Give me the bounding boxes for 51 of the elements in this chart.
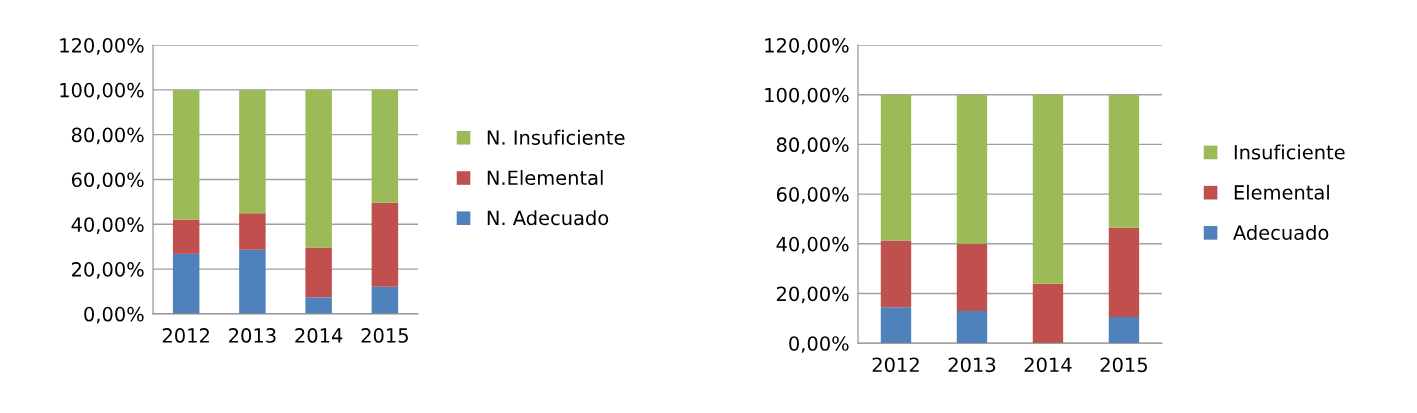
y-tick-label: 20,00%: [71, 262, 144, 279]
x-tick-label: 2012: [162, 328, 209, 343]
y-tick-label: 20,00%: [776, 286, 849, 304]
legend-label: Adecuado: [1233, 224, 1329, 240]
x-tick-label: 2014: [1024, 357, 1072, 373]
bar: [305, 89, 332, 248]
legend-label: N.Elemental: [487, 170, 603, 186]
bar: [1108, 94, 1140, 228]
bar: [239, 249, 266, 314]
y-tick-label: 60,00%: [71, 172, 144, 190]
legend-label: N. Insuficiente: [487, 129, 625, 145]
y-tick-label: 0,00%: [789, 336, 849, 353]
y-tick-label: 80,00%: [71, 127, 144, 145]
x-tick-label: 2013: [948, 357, 996, 373]
bar: [172, 253, 200, 314]
y-tick-label: 120,00%: [60, 37, 144, 55]
x-tick-label: 2015: [361, 328, 408, 343]
bar: [305, 297, 332, 314]
x-tick-label: 2013: [229, 328, 276, 343]
bar: [956, 94, 988, 244]
x-tick-label: 2014: [295, 328, 343, 343]
bar: [371, 202, 399, 287]
bar: [239, 213, 266, 250]
y-tick-label: 120,00%: [765, 37, 849, 55]
y-tick-label: 40,00%: [776, 236, 849, 254]
y-tick-label: 100,00%: [60, 82, 144, 100]
y-tick-label: 0,00%: [84, 306, 144, 324]
bar: [1032, 94, 1064, 284]
y-tick-label: 40,00%: [71, 217, 144, 234]
bar: [880, 240, 912, 308]
bar: [172, 219, 200, 254]
bar: [880, 307, 912, 344]
y-tick-label: 80,00%: [776, 137, 849, 155]
bar: [371, 89, 399, 203]
bar: [172, 89, 200, 220]
bar: [880, 94, 912, 241]
x-tick-label: 2015: [1100, 357, 1147, 373]
legend-label: Insuficiente: [1234, 144, 1345, 160]
legend-label: Elemental: [1234, 184, 1329, 200]
x-tick-label: 2012: [872, 357, 919, 373]
y-tick-label: 100,00%: [765, 87, 849, 105]
bar: [239, 89, 266, 214]
bar: [956, 243, 988, 311]
y-tick-label: 60,00%: [776, 187, 849, 204]
bar: [305, 247, 332, 298]
bar: [956, 310, 988, 344]
bar: [371, 286, 399, 314]
bar: [1032, 283, 1064, 344]
bar: [1108, 227, 1140, 318]
legend-label: N. Adecuado: [487, 210, 609, 226]
bar: [1108, 317, 1140, 344]
